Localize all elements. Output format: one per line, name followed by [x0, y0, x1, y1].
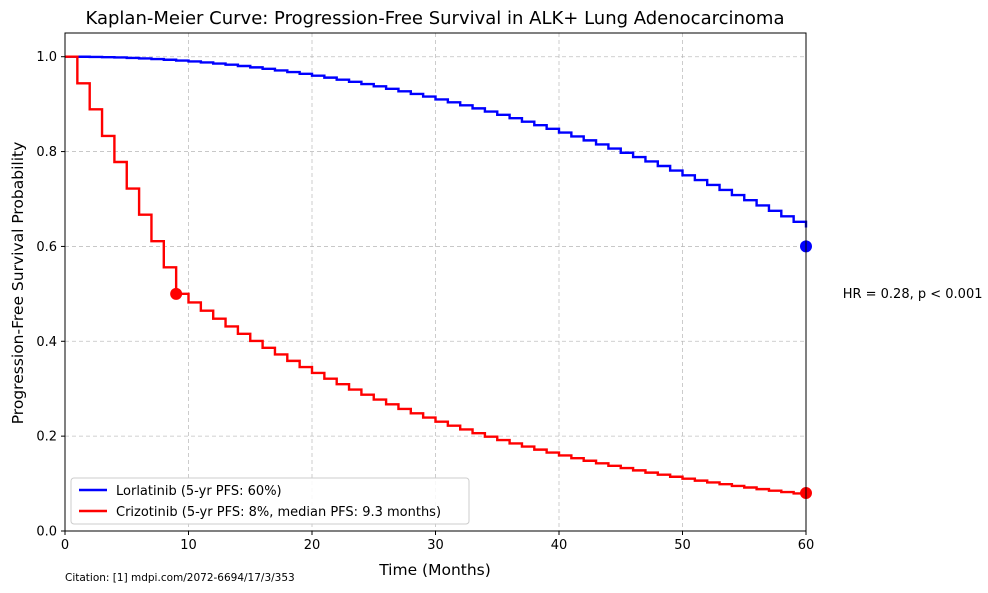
legend: Lorlatinib (5-yr PFS: 60%) Crizotinib (5… — [70, 477, 470, 525]
legend-box — [70, 477, 470, 525]
marker-layer — [170, 240, 812, 500]
x-tick-label: 0 — [61, 538, 69, 553]
x-tick-label: 40 — [551, 538, 568, 553]
y-tick-label: 1.0 — [36, 50, 57, 65]
x-tick-label: 20 — [304, 538, 321, 553]
series-line-lorlatinib — [65, 55, 808, 228]
x-tick-label: 30 — [427, 538, 444, 553]
series-line-crizotinib — [65, 55, 808, 495]
legend-label-crizotinib: Crizotinib (5-yr PFS: 8%, median PFS: 9.… — [116, 505, 441, 520]
chart-title: Kaplan-Meier Curve: Progression-Free Sur… — [85, 8, 784, 29]
x-tick-label: 50 — [674, 538, 691, 553]
y-tick-label: 0.8 — [36, 145, 57, 160]
y-tick-label: 0.2 — [36, 430, 57, 445]
x-tick-label: 10 — [180, 538, 197, 553]
hazard-ratio-annotation: HR = 0.28, p < 0.001 — [843, 287, 983, 302]
y-tick-label: 0.6 — [36, 240, 57, 255]
x-axis-ticks: 0 10 20 30 40 50 60 — [61, 531, 814, 553]
series-layer — [65, 55, 808, 495]
y-axis-ticks: 0.0 0.2 0.4 0.6 0.8 1.0 — [36, 50, 65, 540]
y-tick-label: 0.0 — [36, 525, 57, 540]
citation: Citation: [1] mdpi.com/2072-6694/17/3/35… — [65, 572, 295, 584]
marker-crizotinib — [170, 287, 183, 300]
plot-area: 0 10 20 30 40 50 60 0.0 0.2 0.4 0.6 0.8 1.0 — [36, 32, 814, 553]
y-axis-label: Progression-Free Survival Probability — [9, 142, 27, 425]
x-tick-label: 60 — [798, 538, 815, 553]
x-axis-label: Time (Months) — [378, 561, 491, 579]
y-tick-label: 0.4 — [36, 335, 57, 350]
legend-label-lorlatinib: Lorlatinib (5-yr PFS: 60%) — [116, 484, 282, 499]
